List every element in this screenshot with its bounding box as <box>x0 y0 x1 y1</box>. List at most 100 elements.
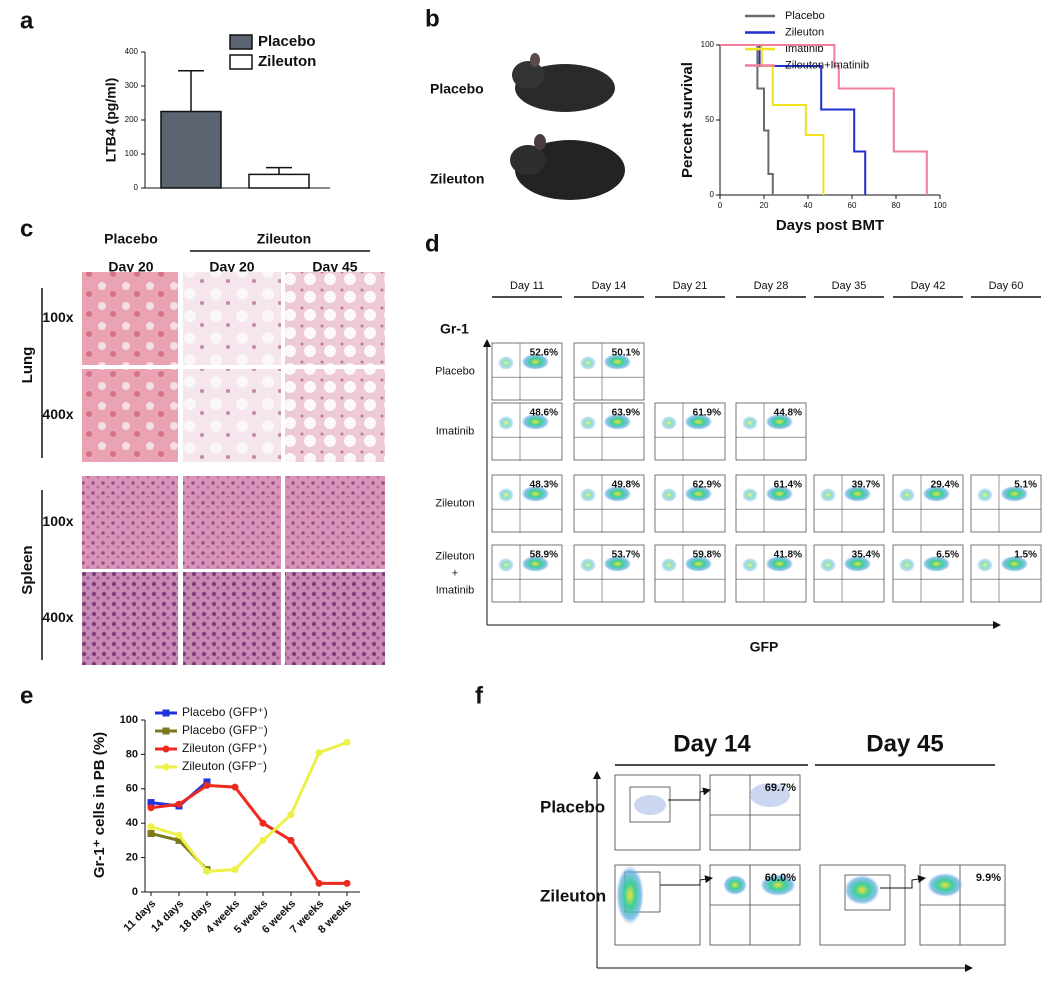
x-tick-label: 0 <box>718 201 723 210</box>
point <box>147 830 155 838</box>
legend-label: Zileuton <box>785 26 824 38</box>
legend-marker <box>162 709 170 717</box>
cloud <box>634 795 666 815</box>
point <box>147 823 155 831</box>
gate <box>629 786 671 823</box>
histology-image <box>82 272 178 365</box>
day-header: Day 14 <box>673 730 751 757</box>
row-label: Imatinib <box>436 425 475 437</box>
legend-swatch <box>229 34 253 50</box>
flow-plot <box>654 474 726 533</box>
flow-plot <box>970 474 1042 533</box>
gate-percent: 61.9% <box>693 408 721 419</box>
panel-letter: e <box>20 682 33 709</box>
y-tick-label: 50 <box>705 115 714 124</box>
flow-plot <box>654 402 726 461</box>
legend-label: Zileuton (GFP⁻) <box>182 759 267 773</box>
y-axis-label: Gr-1⁺ cells in PB (%) <box>91 732 108 878</box>
mouse-ear <box>530 53 540 67</box>
cloud <box>1000 485 1029 502</box>
y-tick-label: 100 <box>120 714 138 726</box>
plot-frame <box>614 774 701 851</box>
cloud <box>742 487 758 502</box>
photo-label: Placebo <box>430 81 484 97</box>
flow-plot <box>654 544 726 603</box>
point <box>147 799 155 807</box>
cloud <box>521 353 550 370</box>
day-header: Day 35 <box>832 280 867 292</box>
gate-percent: 60.0% <box>765 872 796 884</box>
legend-label: Zileuton (GFP⁺) <box>182 741 267 755</box>
y-axis-label: LTB4 (pg/ml) <box>103 78 119 163</box>
bar <box>248 173 310 189</box>
gate-percent: 44.8% <box>774 408 802 419</box>
gate-percent: 48.3% <box>530 480 558 491</box>
row-label: Zileuton <box>435 550 474 562</box>
y-tick-label: 80 <box>126 748 138 760</box>
row-label: Zileuton <box>435 497 474 509</box>
day-header: Day 28 <box>754 280 789 292</box>
arrow <box>668 787 711 801</box>
gate-percent: 6.5% <box>936 550 959 561</box>
flow-clouds <box>616 783 963 925</box>
survival-curve <box>720 44 825 195</box>
cloud <box>820 487 836 502</box>
gate-percent: 69.7% <box>765 782 796 794</box>
point <box>175 800 183 808</box>
cloud <box>977 557 993 572</box>
y-tick-label: 400 <box>125 47 139 56</box>
group-header: Placebo <box>104 231 158 247</box>
gate-percent: 9.9% <box>976 872 1001 884</box>
cloud <box>765 413 794 430</box>
legend-label: Placebo <box>258 33 316 50</box>
flow-plot <box>735 402 807 461</box>
gate-percent: 29.4% <box>931 480 959 491</box>
x-axis-label: GFP <box>750 639 779 655</box>
flow-plot <box>491 474 563 533</box>
cloud <box>1000 555 1029 572</box>
cloud <box>603 485 632 502</box>
legend-label: Placebo (GFP⁺) <box>182 705 268 719</box>
y-tick-label: 300 <box>125 81 139 90</box>
flow-plot <box>491 402 563 461</box>
column-header: Day 45 <box>312 259 357 275</box>
x-axis-label: Days post BMT <box>776 217 884 234</box>
gate-percent: 61.4% <box>774 480 802 491</box>
legend-swatch <box>229 54 253 70</box>
plot-frame <box>819 864 906 946</box>
legend-marker <box>162 727 170 735</box>
y-tick-label: 0 <box>132 886 138 898</box>
x-tick-label: 40 <box>804 201 813 210</box>
gate-percent: 1.5% <box>1014 550 1037 561</box>
cloud <box>498 355 514 370</box>
cloud <box>498 415 514 430</box>
bar <box>160 110 222 189</box>
cloud <box>498 557 514 572</box>
cloud <box>521 413 550 430</box>
row-label: Placebo <box>435 365 475 377</box>
day-header: Day 45 <box>866 730 943 757</box>
legend-label: Zileuton <box>258 53 316 70</box>
day-header: Day 11 <box>510 280 544 292</box>
legend-label: Placebo (GFP⁻) <box>182 723 268 737</box>
histology-image <box>183 572 281 665</box>
y-tick-label: 200 <box>125 115 139 124</box>
cloud <box>820 557 836 572</box>
cloud <box>661 487 677 502</box>
cloud <box>750 783 790 807</box>
histology-image <box>285 369 385 462</box>
point <box>315 879 323 887</box>
cloud <box>765 555 794 572</box>
photo-label: Zileuton <box>430 171 484 187</box>
magnification: 100x <box>42 309 73 325</box>
point <box>343 738 351 746</box>
magnification: 100x <box>42 513 73 529</box>
gate-percent: 41.8% <box>774 550 802 561</box>
x-tick-label: 100 <box>933 201 947 210</box>
cloud <box>603 413 632 430</box>
gate-percent: 48.6% <box>530 408 558 419</box>
cloud <box>521 485 550 502</box>
gate-percent: 49.8% <box>612 480 640 491</box>
